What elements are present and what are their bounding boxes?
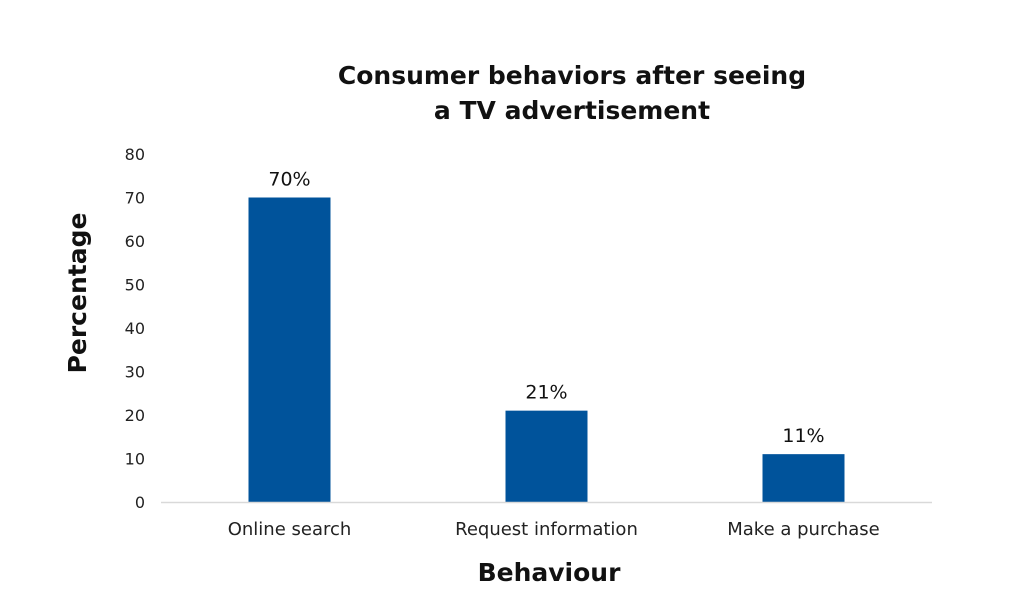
y-tick-label: 0	[135, 493, 145, 512]
y-tick-label: 70	[125, 189, 145, 208]
bar-online-search	[248, 197, 331, 502]
data-label: 70%	[268, 169, 310, 191]
x-tick-label: Request information	[455, 519, 638, 540]
y-axis-label: Percentage	[63, 213, 92, 374]
chart-title-line-2: a TV advertisement	[434, 96, 710, 125]
x-axis-label: Behaviour	[478, 558, 622, 587]
y-tick-label: 30	[125, 363, 145, 382]
y-tick-label: 10	[125, 450, 145, 469]
x-tick-label: Online search	[228, 519, 352, 540]
bar-request-information	[505, 410, 588, 502]
y-tick-label: 20	[125, 406, 145, 425]
data-label: 21%	[525, 382, 567, 404]
y-tick-label: 50	[125, 276, 145, 295]
y-tick-label: 60	[125, 232, 145, 251]
x-tick-label: Make a purchase	[727, 519, 880, 540]
bar-make-a-purchase	[762, 454, 845, 502]
chart-title-line-1: Consumer behaviors after seeing	[338, 61, 806, 90]
y-tick-label: 80	[125, 145, 145, 164]
y-tick-label: 40	[125, 319, 145, 338]
data-label: 11%	[782, 425, 824, 447]
